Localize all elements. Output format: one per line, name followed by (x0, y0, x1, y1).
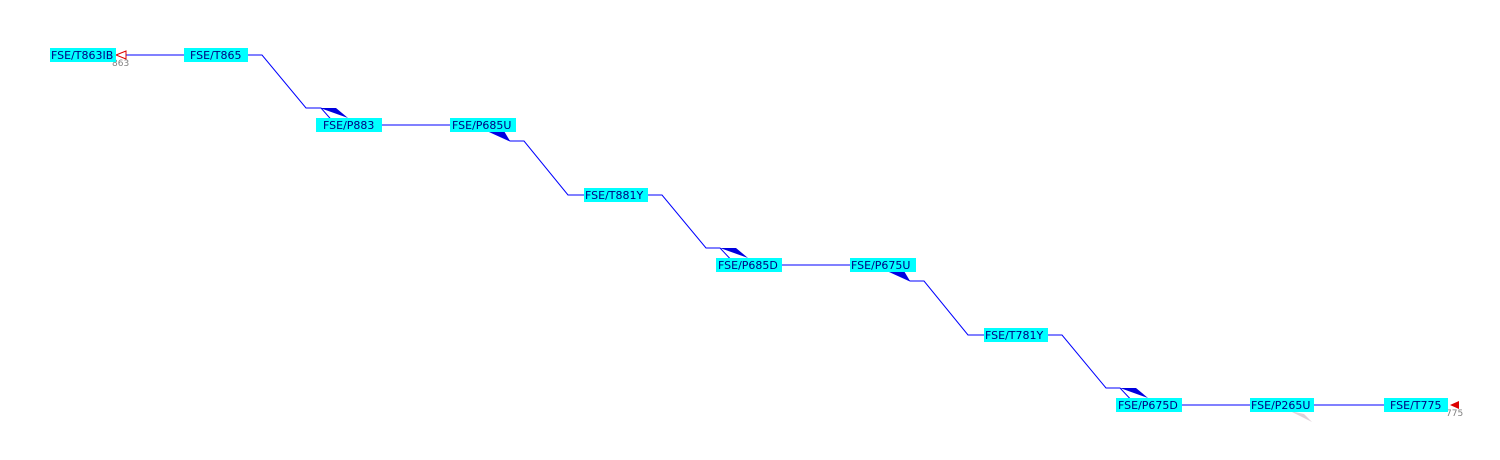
connection-line (1048, 334, 1137, 406)
node-label: FSE/T881Y (585, 189, 643, 202)
node-FSE-T863IB[interactable]: FSE/T863IB (50, 48, 116, 62)
node-FSE-P265U[interactable]: FSE/P265U (1250, 398, 1314, 412)
node-label: FSE/P675D (1118, 399, 1178, 412)
node-label: FSE/P675U (851, 259, 910, 272)
point-wedge (888, 271, 910, 281)
node-box (850, 258, 916, 272)
point-wedge (488, 131, 510, 141)
end-label-left: 863 (112, 59, 129, 69)
point-wedge (320, 108, 348, 118)
point-wedge-faded (1290, 411, 1312, 422)
point-wedge (720, 248, 748, 258)
point-wedge (1120, 388, 1148, 398)
connection-line (248, 54, 337, 126)
node-label: FSE/P685D (718, 259, 778, 272)
node-label: FSE/T865 (190, 49, 242, 62)
wedges (320, 108, 1312, 422)
node-box (1250, 398, 1314, 412)
open-triangle-marker-icon (114, 50, 127, 60)
node-FSE-T881Y[interactable]: FSE/T881Y (584, 188, 648, 202)
node-FSE-P675D[interactable]: FSE/P675D (1116, 398, 1182, 412)
node-box (50, 48, 116, 62)
end-label-right: 775 (1446, 409, 1463, 419)
connections (126, 54, 1384, 406)
node-label: FSE/P265U (1251, 399, 1310, 412)
node-FSE-P685U[interactable]: FSE/P685U (450, 118, 516, 132)
node-box (716, 258, 782, 272)
connection-line (648, 194, 737, 266)
node-FSE-P883[interactable]: FSE/P883 (316, 118, 382, 132)
node-FSE-T775[interactable]: FSE/T775 (1384, 398, 1448, 412)
node-label: FSE/T863IB (51, 49, 113, 62)
node-box (316, 118, 382, 132)
node-box (984, 328, 1048, 342)
node-label: FSE/T781Y (985, 329, 1043, 342)
connection-line (887, 270, 984, 336)
connection-line (487, 130, 584, 196)
node-box (584, 188, 648, 202)
node-box (450, 118, 516, 132)
node-FSE-T865[interactable]: FSE/T865 (184, 48, 248, 62)
node-FSE-P685D[interactable]: FSE/P685D (716, 258, 782, 272)
node-label: FSE/P883 (323, 119, 374, 132)
node-FSE-P675U[interactable]: FSE/P675U (850, 258, 916, 272)
node-FSE-T781Y[interactable]: FSE/T781Y (984, 328, 1048, 342)
filled-triangle-marker-icon (1450, 401, 1459, 409)
node-label: FSE/T775 (1390, 399, 1442, 412)
node-box (1384, 398, 1448, 412)
node-label: FSE/P685U (452, 119, 511, 132)
node-box (1116, 398, 1182, 412)
node-box (184, 48, 248, 62)
